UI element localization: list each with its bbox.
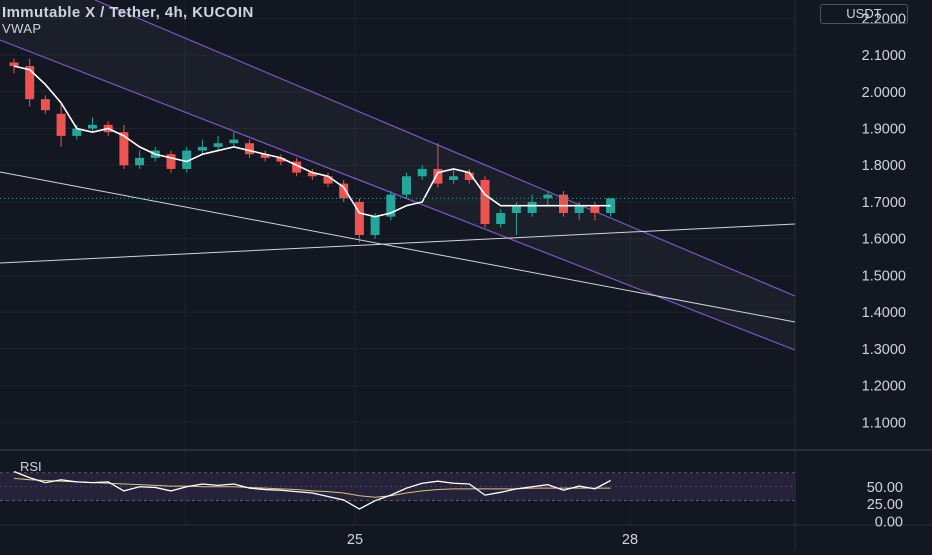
price-tick-label-7: 1.5000 <box>862 268 906 284</box>
candle-body-3 <box>56 113 66 136</box>
candle-body-24 <box>386 194 396 217</box>
rsi-tick-label-1: 25.00 <box>867 497 903 513</box>
price-tick-label-8: 1.4000 <box>862 305 906 321</box>
candle-body-34 <box>543 194 553 199</box>
candle-body-36 <box>574 205 584 213</box>
price-tick-label-9: 1.3000 <box>862 342 906 358</box>
candle-body-12 <box>197 146 207 151</box>
candle-body-16 <box>260 154 270 158</box>
candle-body-32 <box>511 205 521 213</box>
candle-body-5 <box>88 124 97 129</box>
trendline-ascending <box>0 223 796 264</box>
candle-body-22 <box>354 201 364 236</box>
candle-body-17 <box>276 157 286 162</box>
candle-body-18 <box>292 161 302 173</box>
candle-body-29 <box>464 172 474 180</box>
trendline-descending <box>0 171 796 323</box>
rsi-band <box>0 472 795 501</box>
candle-body-23 <box>370 216 380 236</box>
vwap-line <box>13 65 611 218</box>
candle-body-19 <box>307 172 317 177</box>
candle-body-14 <box>229 139 239 144</box>
time-axis[interactable]: 25 28 <box>347 532 638 548</box>
candle-body-26 <box>417 168 427 177</box>
candle-body-1 <box>25 66 35 100</box>
rsi-ma-line <box>13 477 611 498</box>
trend-lines[interactable] <box>0 171 796 323</box>
time-tick-label-1: 28 <box>622 532 638 548</box>
candle-body-37 <box>590 205 600 213</box>
candle-body-2 <box>40 99 50 111</box>
price-tick-label-1: 2.1000 <box>862 48 906 64</box>
channel-upper-line <box>94 0 796 297</box>
candle-body-15 <box>245 143 254 155</box>
time-tick-label-0: 25 <box>347 532 363 548</box>
candle-body-33 <box>527 201 537 213</box>
vwap-label: VWAP <box>2 21 42 36</box>
rsi-label: RSI <box>20 459 42 474</box>
candlestick-series <box>9 58 616 243</box>
price-tick-label-2: 2.0000 <box>862 85 906 101</box>
price-tick-label-6: 1.6000 <box>862 232 906 248</box>
candle-body-10 <box>166 154 176 169</box>
price-axis[interactable]: 2.20002.10002.00001.90001.80001.70001.60… <box>862 11 906 530</box>
rsi-tick-label-2: 0.00 <box>875 515 903 531</box>
candle-body-35 <box>559 194 568 213</box>
candle-body-8 <box>135 157 145 166</box>
candle-body-11 <box>182 150 192 169</box>
candle-body-25 <box>402 176 411 195</box>
price-tick-label-10: 1.2000 <box>862 379 906 395</box>
price-tick-label-3: 1.9000 <box>862 122 906 138</box>
vwap-polyline <box>13 65 611 218</box>
channel-fill <box>0 0 795 350</box>
descending-channel[interactable] <box>0 0 796 351</box>
candle-body-0 <box>9 62 19 67</box>
price-tick-label-5: 1.7000 <box>862 195 906 211</box>
candle-body-31 <box>496 212 506 224</box>
price-tick-label-11: 1.1000 <box>862 415 906 431</box>
candle-body-30 <box>480 179 490 224</box>
candle-body-27 <box>433 168 443 184</box>
candle-body-4 <box>72 128 82 136</box>
rsi-pane <box>0 470 795 510</box>
candle-body-21 <box>339 183 349 199</box>
chart-title: Immutable X / Tether, 4h, KUCOIN <box>2 4 254 21</box>
candle-body-13 <box>213 143 223 147</box>
candle-body-28 <box>449 176 459 180</box>
candle-body-20 <box>323 176 333 184</box>
currency-button[interactable]: USDT <box>820 4 908 24</box>
price-tick-label-4: 1.8000 <box>862 158 906 174</box>
candle-body-7 <box>119 132 129 166</box>
rsi-tick-label-0: 50.00 <box>867 480 903 496</box>
channel-lower-line <box>0 39 796 351</box>
rsi-line <box>13 470 611 510</box>
